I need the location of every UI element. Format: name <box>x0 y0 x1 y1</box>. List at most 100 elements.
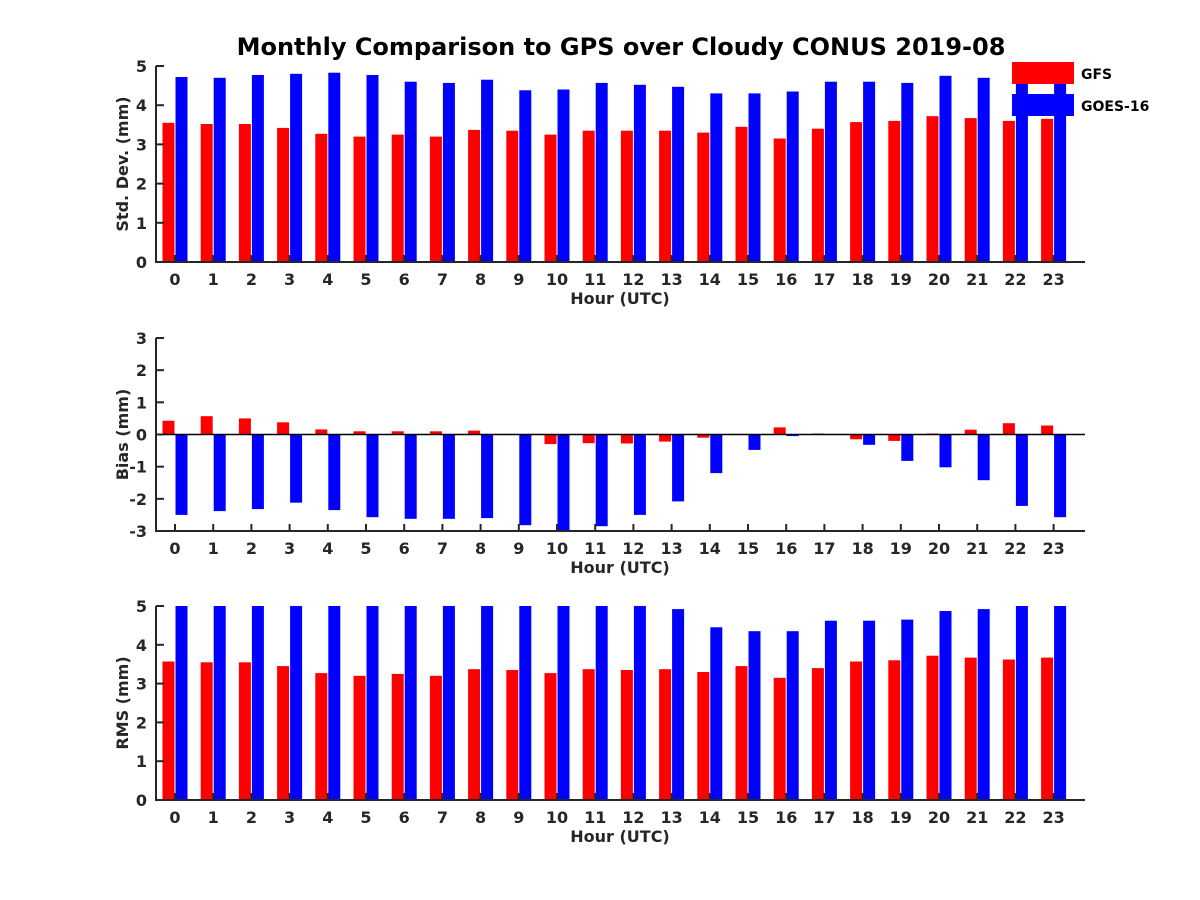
rms-y-tick-label: 2 <box>136 713 147 732</box>
std-dev-y-tick-label: 0 <box>136 253 147 272</box>
bias-bar-gfs-2 <box>238 418 251 435</box>
std-dev-bar-gfs-3 <box>277 127 290 263</box>
rms-x-tick-label: 8 <box>475 808 486 827</box>
std-dev-x-tick-label: 1 <box>208 270 219 289</box>
std-dev-bar-goes-16-16 <box>786 91 799 262</box>
bias-x-tick-label: 19 <box>890 539 912 558</box>
rms-bar-gfs-22 <box>1002 659 1015 800</box>
rms-x-tick-label: 13 <box>660 808 682 827</box>
std-dev-bar-gfs-1 <box>200 124 213 262</box>
rms-bar-gfs-15 <box>735 666 748 800</box>
rms-x-tick-label: 6 <box>399 808 410 827</box>
bias-bar-goes-16-20 <box>939 434 952 468</box>
std-dev-bar-goes-16-1 <box>213 77 226 262</box>
bias-bar-goes-16-13 <box>672 434 685 502</box>
rms-bar-gfs-16 <box>773 677 786 800</box>
bias-bar-gfs-3 <box>277 422 290 435</box>
std-dev-bar-goes-16-6 <box>404 81 417 262</box>
bias-x-tick-label: 11 <box>584 539 606 558</box>
bias-bar-gfs-16 <box>773 427 786 435</box>
std-dev-x-tick-label: 5 <box>360 270 371 289</box>
rms-bar-gfs-0 <box>162 661 175 800</box>
std-dev-bar-gfs-9 <box>506 130 519 262</box>
std-dev-x-tick-label: 6 <box>399 270 410 289</box>
std-dev-bar-goes-16-21 <box>977 77 990 262</box>
std-dev-bar-goes-16-5 <box>366 75 379 262</box>
std-dev-bar-gfs-8 <box>468 129 481 262</box>
rms-bar-gfs-5 <box>353 675 366 800</box>
std-dev-x-axis-label: Hour (UTC) <box>570 289 670 308</box>
legend-label-goes-16: GOES-16 <box>1081 99 1149 115</box>
bias-bar-goes-16-11 <box>595 434 608 527</box>
std-dev-bar-goes-16-13 <box>672 86 685 262</box>
bias-bar-goes-16-18 <box>863 434 876 445</box>
rms-bar-gfs-2 <box>238 662 251 800</box>
bias-bar-goes-16-1 <box>213 434 226 512</box>
std-dev-bar-gfs-13 <box>659 130 672 262</box>
bias-x-tick-label: 15 <box>737 539 759 558</box>
rms-x-tick-label: 10 <box>546 808 568 827</box>
rms-bar-goes-16-2 <box>251 606 264 800</box>
std-dev-bar-gfs-16 <box>773 138 786 262</box>
rms-y-axis-label: RMS (mm) <box>113 656 132 749</box>
bias-bar-goes-16-23 <box>1054 434 1067 518</box>
bias-y-tick-label: 1 <box>136 393 147 412</box>
bias-bar-gfs-4 <box>315 429 328 435</box>
rms-y-tick-label: 5 <box>136 597 147 616</box>
rms-bar-gfs-4 <box>315 673 328 800</box>
std-dev-bar-goes-16-18 <box>863 81 876 262</box>
rms-bar-goes-16-20 <box>939 611 952 800</box>
rms-x-tick-label: 3 <box>284 808 295 827</box>
rms-y-tick-label: 0 <box>136 791 147 810</box>
rms-x-tick-label: 19 <box>890 808 912 827</box>
bias-x-tick-label: 21 <box>966 539 988 558</box>
rms-x-tick-label: 15 <box>737 808 759 827</box>
rms-bar-gfs-23 <box>1041 657 1054 800</box>
rms-bar-gfs-13 <box>659 669 672 800</box>
std-dev-bar-goes-16-15 <box>748 93 761 263</box>
bias-x-tick-label: 10 <box>546 539 568 558</box>
std-dev-y-tick-label: 1 <box>136 214 147 233</box>
bias-bar-gfs-7 <box>429 431 442 435</box>
bias-x-tick-label: 7 <box>437 539 448 558</box>
std-dev-x-tick-label: 14 <box>699 270 721 289</box>
rms-bar-gfs-14 <box>697 672 710 800</box>
bias-bar-gfs-6 <box>391 431 404 435</box>
std-dev-bar-goes-16-17 <box>824 81 837 262</box>
bias-bar-goes-16-2 <box>251 434 264 510</box>
bias-y-tick-label: -2 <box>129 490 147 509</box>
rms-x-tick-label: 20 <box>928 808 950 827</box>
bias-y-tick-label: 2 <box>136 361 147 380</box>
bias-bar-goes-16-0 <box>175 434 188 515</box>
std-dev-bar-gfs-22 <box>1002 120 1015 263</box>
rms-x-tick-label: 7 <box>437 808 448 827</box>
rms-x-tick-label: 11 <box>584 808 606 827</box>
rms-bar-goes-16-18 <box>863 620 876 800</box>
rms-bar-gfs-11 <box>582 669 595 800</box>
rms-bar-goes-16-22 <box>1015 606 1028 800</box>
rms-bar-gfs-12 <box>620 670 633 800</box>
std-dev-y-axis-label: Std. Dev. (mm) <box>113 96 132 231</box>
rms-bar-goes-16-11 <box>595 606 608 800</box>
bias-bar-gfs-12 <box>620 434 633 444</box>
rms-x-tick-label: 17 <box>813 808 835 827</box>
rms-x-tick-label: 18 <box>851 808 873 827</box>
std-dev-bar-goes-16-9 <box>519 90 532 262</box>
bias-x-tick-label: 5 <box>360 539 371 558</box>
legend: GFS GOES-16 <box>1012 62 1149 116</box>
std-dev-x-tick-label: 10 <box>546 270 568 289</box>
bias-bar-goes-16-5 <box>366 434 379 518</box>
std-dev-bar-goes-16-12 <box>633 84 646 262</box>
std-dev-bar-goes-16-19 <box>901 82 914 263</box>
bias-x-tick-label: 13 <box>660 539 682 558</box>
rms-bar-goes-16-10 <box>557 606 570 800</box>
std-dev-bar-gfs-2 <box>238 124 251 262</box>
std-dev-x-tick-label: 0 <box>169 270 180 289</box>
rms-bar-goes-16-3 <box>290 606 303 800</box>
std-dev-bar-goes-16-2 <box>251 75 264 262</box>
bias-bar-gfs-11 <box>582 434 595 444</box>
bias-bar-goes-16-22 <box>1015 434 1028 506</box>
